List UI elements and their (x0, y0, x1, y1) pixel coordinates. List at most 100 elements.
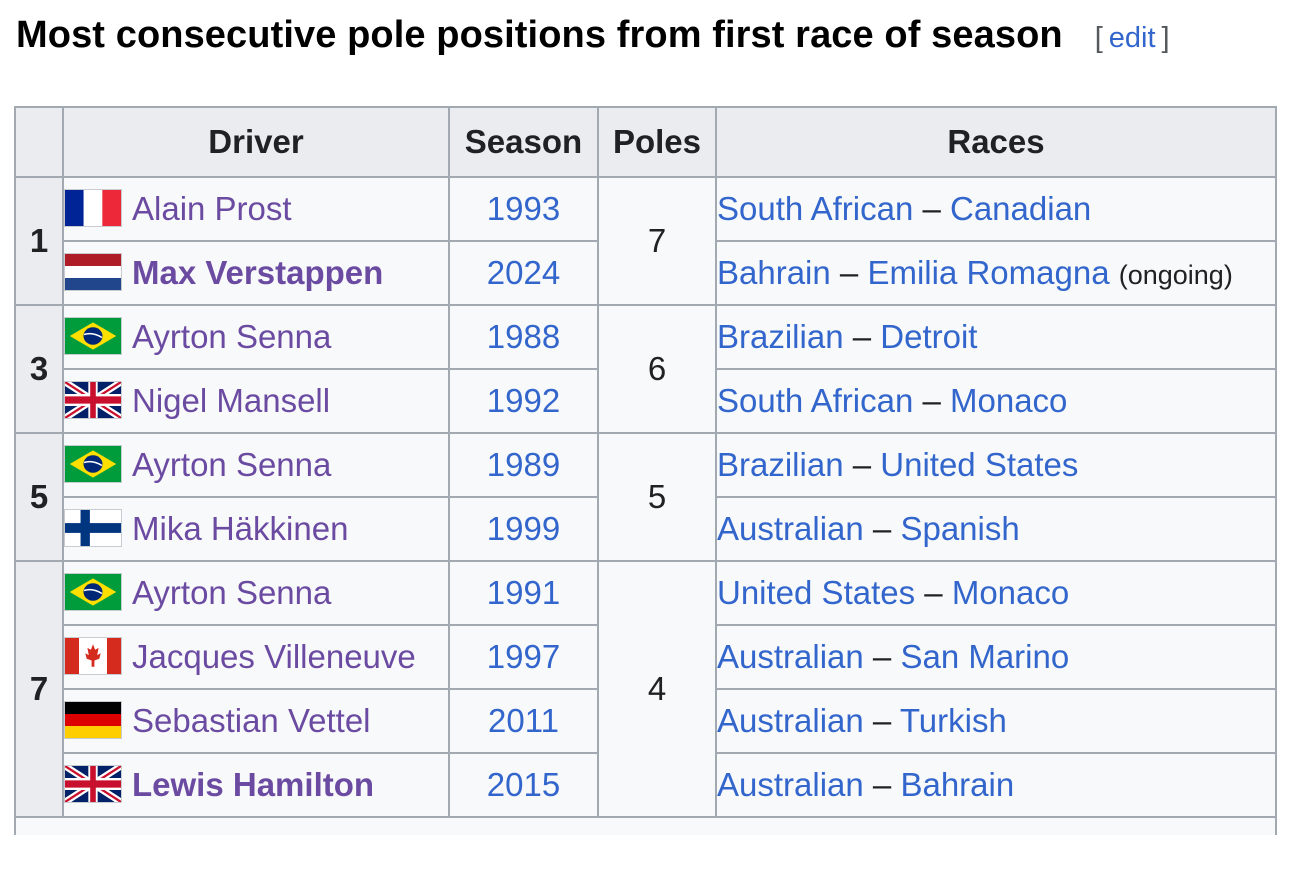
season-cell: 1999 (448, 496, 599, 562)
table-row: Sebastian Vettel 2011 Australian – Turkish (15, 688, 1277, 754)
brazil-flag-icon[interactable] (64, 317, 122, 356)
race-from-link[interactable]: Bahrain (717, 254, 831, 291)
table-row: Jacques Villeneuve 1997 Australian – San M… (15, 624, 1277, 690)
germany-flag-icon[interactable] (64, 701, 122, 740)
rank-cell: 3 (14, 304, 64, 434)
race-dash: – (872, 702, 892, 739)
race-to-link[interactable]: Turkish (899, 702, 1007, 739)
race-to-link[interactable]: Emilia Romagna (867, 254, 1110, 291)
header-poles[interactable]: Poles (597, 106, 717, 178)
season-cell: 1997 (448, 624, 599, 690)
races-cell: Brazilian – United States (715, 432, 1277, 498)
table-row: Max Verstappen 2024 Bahrain – Emilia Romag… (15, 240, 1277, 306)
season-cell: 2015 (448, 752, 599, 818)
edit-bracket-open: [ (1094, 22, 1103, 54)
table-row: 5 Ayrton Senna 1989 5 Brazilian – United Sta… (14, 432, 1277, 562)
driver-link[interactable]: Mika Häkkinen (132, 510, 349, 547)
driver-link[interactable]: Jacques Villeneuve (132, 638, 416, 675)
section-title: Most consecutive pole positions from fir… (16, 14, 1063, 56)
canada-flag-icon[interactable] (64, 637, 122, 676)
race-to-link[interactable]: Spanish (900, 510, 1020, 547)
races-cell: Bahrain – Emilia Romagna (ongoing) (715, 240, 1277, 306)
season-link[interactable]: 1993 (486, 190, 561, 227)
season-link[interactable]: 1991 (486, 574, 561, 611)
race-to-link[interactable]: Detroit (880, 318, 978, 355)
races-cell: South African – Canadian (715, 176, 1277, 242)
race-from-link[interactable]: Australian (717, 638, 864, 675)
driver-link[interactable]: Max Verstappen (132, 254, 384, 291)
driver-cell: Lewis Hamilton (62, 752, 450, 818)
driver-cell: Jacques Villeneuve (62, 624, 450, 690)
rank-cell: 5 (14, 432, 64, 562)
season-cell: 1988 (448, 304, 599, 370)
header-rank (14, 106, 64, 178)
uk-flag-icon[interactable] (64, 381, 122, 420)
season-cell: 1989 (448, 432, 599, 498)
driver-link[interactable]: Lewis Hamilton (132, 766, 375, 803)
season-cell: 2024 (448, 240, 599, 306)
rank-cell: 7 (14, 560, 64, 818)
race-dash: – (839, 254, 859, 291)
table-row: Nigel Mansell 1992 South African – Monaco (15, 368, 1277, 434)
race-to-link[interactable]: Monaco (950, 382, 1068, 419)
season-cell: 1992 (448, 368, 599, 434)
race-dash: – (922, 382, 941, 419)
race-from-link[interactable]: Australian (717, 766, 864, 803)
netherlands-flag-icon[interactable] (64, 253, 122, 292)
season-cell: 1993 (448, 176, 599, 242)
season-link[interactable]: 1989 (486, 446, 561, 483)
race-to-link[interactable]: Canadian (950, 190, 1092, 227)
brazil-flag-icon[interactable] (64, 573, 122, 612)
season-link[interactable]: 1992 (486, 382, 561, 419)
brazil-flag-icon[interactable] (64, 445, 122, 484)
driver-cell: Ayrton Senna (62, 304, 450, 370)
season-link[interactable]: 2024 (486, 254, 561, 291)
season-link[interactable]: 2011 (488, 702, 559, 739)
driver-link[interactable]: Ayrton Senna (132, 574, 332, 611)
race-to-link[interactable]: Monaco (951, 574, 1070, 611)
season-cell: 2011 (448, 688, 599, 754)
season-link[interactable]: 2015 (486, 766, 561, 803)
season-link[interactable]: 1997 (486, 638, 561, 675)
race-from-link[interactable]: Brazilian (717, 446, 844, 483)
table-row: Lewis Hamilton 2015 Australian – Bahrain (15, 752, 1277, 818)
table-header-row: Driver Season Poles Races (14, 106, 1277, 178)
race-to-link[interactable]: Bahrain (900, 766, 1015, 803)
race-dash: – (872, 766, 892, 803)
driver-link[interactable]: Alain Prost (132, 190, 292, 227)
race-from-link[interactable]: South African (717, 190, 914, 227)
header-season[interactable]: Season (448, 106, 599, 178)
table-row: 7 Ayrton Senna 1991 4 United States – Monaco (14, 560, 1277, 818)
driver-cell: Mika Häkkinen (62, 496, 450, 562)
season-cell: 1991 (448, 560, 599, 626)
race-from-link[interactable]: Australian (717, 702, 864, 739)
races-cell: Australian – Bahrain (715, 752, 1277, 818)
table-row: 1 Alain Prost 1993 7 South African – Canadia… (14, 176, 1277, 306)
race-dash: – (872, 510, 892, 547)
season-link[interactable]: 1999 (486, 510, 561, 547)
uk-flag-icon[interactable] (64, 765, 122, 804)
finland-flag-icon[interactable] (64, 509, 122, 548)
race-from-link[interactable]: South African (717, 382, 914, 419)
header-driver[interactable]: Driver (62, 106, 450, 178)
driver-link[interactable]: Nigel Mansell (132, 382, 331, 419)
table-row: Mika Häkkinen 1999 Australian – Spanish (15, 496, 1277, 562)
race-to-link[interactable]: San Marino (900, 638, 1070, 675)
pole-positions-table: Driver Season Poles Races 1 Alain Prost 19… (14, 106, 1277, 835)
driver-link[interactable]: Ayrton Senna (132, 446, 332, 483)
race-from-link[interactable]: Brazilian (717, 318, 844, 355)
section-heading: Most consecutive pole positions from fir… (16, 14, 1170, 57)
races-cell: Australian – Spanish (715, 496, 1277, 562)
driver-link[interactable]: Ayrton Senna (132, 318, 332, 355)
season-link[interactable]: 1988 (486, 318, 561, 355)
race-from-link[interactable]: United States (717, 574, 916, 611)
header-races[interactable]: Races (715, 106, 1277, 178)
edit-link[interactable]: edit (1108, 22, 1156, 54)
driver-link[interactable]: Sebastian Vettel (132, 702, 371, 739)
race-dash: – (852, 446, 872, 483)
race-from-link[interactable]: Australian (717, 510, 864, 547)
france-flag-icon[interactable] (64, 189, 122, 228)
edit-bracket-close: ] (1161, 22, 1170, 54)
race-to-link[interactable]: United States (880, 446, 1079, 483)
race-note: (ongoing) (1118, 260, 1233, 290)
